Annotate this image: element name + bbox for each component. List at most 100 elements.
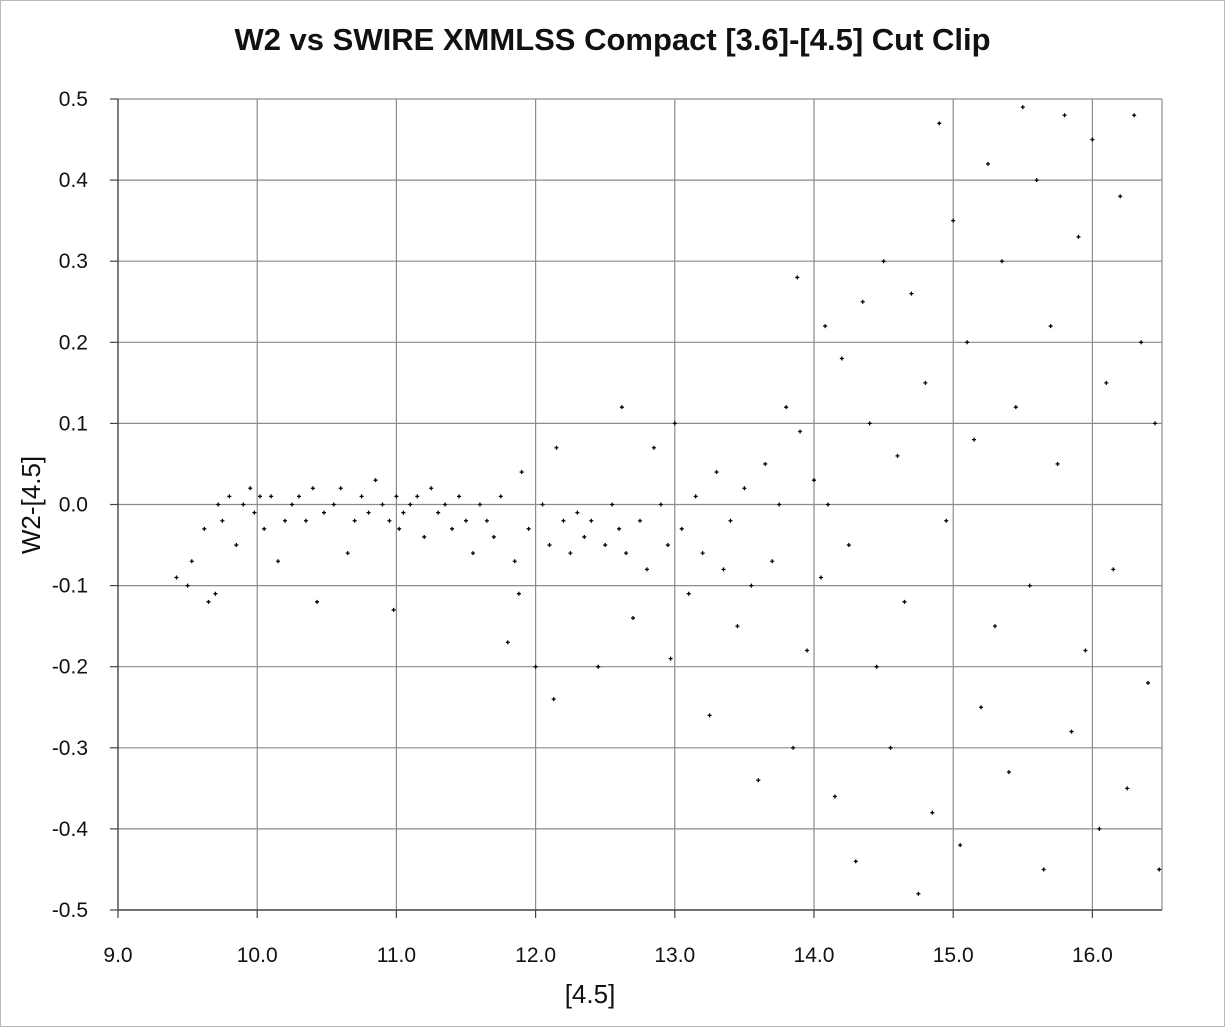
data-point (944, 518, 949, 523)
data-point (174, 575, 179, 580)
data-point (248, 486, 253, 491)
data-point (554, 445, 559, 450)
data-point (686, 591, 691, 596)
data-point (756, 778, 761, 783)
data-point (958, 843, 963, 848)
data-point (276, 559, 281, 564)
data-point (644, 567, 649, 572)
data-point (1146, 680, 1151, 685)
data-point (721, 567, 726, 572)
data-point (818, 575, 823, 580)
data-point (533, 664, 538, 669)
y-tick-label: -0.3 (52, 737, 88, 760)
y-tick-label: 0.2 (59, 331, 88, 354)
x-tick-label: 9.0 (103, 944, 132, 967)
data-point (450, 526, 455, 531)
y-tick-label: 0.0 (59, 494, 88, 517)
chart-title: W2 vs SWIRE XMMLSS Compact [3.6]-[4.5] C… (234, 22, 991, 57)
data-point (568, 551, 573, 556)
data-point (902, 599, 907, 604)
data-point (860, 299, 865, 304)
data-point (338, 486, 343, 491)
data-point (512, 559, 517, 564)
data-point (540, 502, 545, 507)
data-point (742, 486, 747, 491)
data-point (965, 340, 970, 345)
data-point (1153, 421, 1158, 426)
x-tick-label: 10.0 (237, 944, 278, 967)
data-point (867, 421, 872, 426)
data-point (252, 510, 257, 515)
y-tick-label: -0.5 (52, 899, 88, 922)
y-tick-label: 0.1 (59, 412, 88, 435)
data-point (436, 510, 441, 515)
data-point (1041, 867, 1046, 872)
data-point (1020, 105, 1025, 110)
y-tick-label: 0.5 (59, 88, 88, 111)
data-point (658, 502, 663, 507)
data-point (784, 405, 789, 410)
data-point (1027, 583, 1032, 588)
data-point (408, 502, 413, 507)
data-point (1104, 380, 1109, 385)
data-point (1132, 113, 1137, 118)
data-point (505, 640, 510, 645)
data-point (1006, 770, 1011, 775)
data-point (359, 494, 364, 499)
data-point (498, 494, 503, 499)
data-points (174, 105, 1162, 896)
data-point (1055, 461, 1060, 466)
data-point (303, 518, 308, 523)
data-point (477, 502, 482, 507)
data-point (547, 543, 552, 548)
data-point (352, 518, 357, 523)
y-axis-title: W2-[4.5] (16, 456, 46, 554)
data-point (881, 259, 886, 264)
data-point (443, 502, 448, 507)
data-point (366, 510, 371, 515)
y-tick-label: 0.4 (59, 169, 89, 192)
data-point (795, 275, 800, 280)
data-point (202, 526, 207, 531)
data-point (422, 534, 427, 539)
data-point (561, 518, 566, 523)
data-point (812, 478, 816, 483)
x-tick-label: 12.0 (515, 944, 556, 967)
data-point (322, 510, 327, 515)
data-point (777, 502, 782, 507)
data-point (839, 356, 844, 361)
data-point (1118, 194, 1123, 199)
data-point (1083, 648, 1088, 653)
data-point (923, 380, 928, 385)
data-point (1076, 234, 1081, 239)
data-point (603, 543, 608, 548)
data-point (296, 494, 301, 499)
data-point (345, 551, 350, 556)
data-point (714, 470, 719, 475)
data-point (979, 705, 984, 710)
data-point (227, 494, 232, 499)
data-point (631, 616, 636, 621)
data-point (1013, 405, 1018, 410)
data-point (310, 486, 315, 491)
data-point (401, 510, 406, 515)
data-point (888, 745, 893, 750)
data-point (825, 502, 830, 507)
data-point (415, 494, 420, 499)
data-point (1125, 786, 1130, 791)
data-point (526, 526, 531, 531)
data-point (391, 607, 396, 612)
data-point (986, 161, 990, 166)
data-point (638, 518, 642, 523)
data-point (672, 421, 677, 426)
data-point (798, 429, 803, 434)
data-point (679, 526, 684, 531)
data-point (582, 534, 587, 539)
x-tick-label: 11.0 (377, 944, 416, 967)
x-axis-title: [4.5] (565, 979, 616, 1009)
data-point (610, 502, 615, 507)
y-tick-label: 0.3 (59, 250, 88, 273)
data-point (700, 551, 705, 556)
data-point (234, 543, 239, 548)
